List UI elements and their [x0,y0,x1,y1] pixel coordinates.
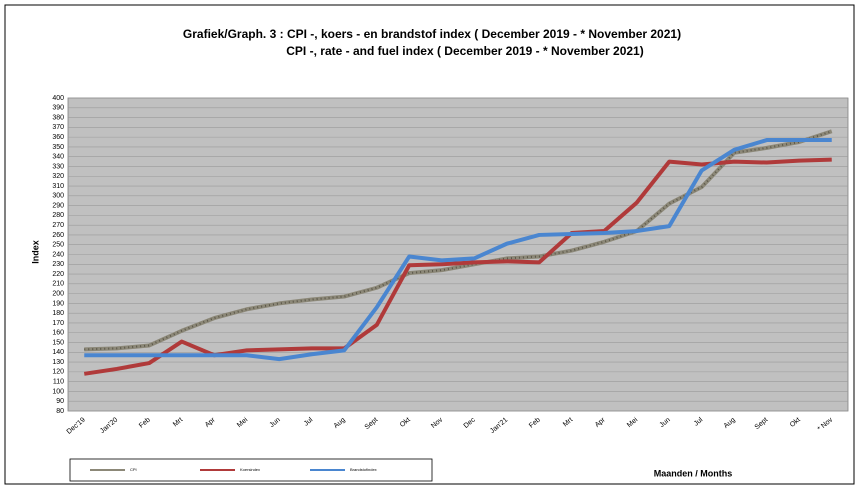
legend-label: Koersindex [240,467,260,472]
y-tick-label: 270 [52,222,64,229]
y-tick-label: 100 [52,388,64,395]
y-tick-label: 390 [52,105,64,112]
y-tick-label: 230 [52,261,64,268]
chart-subtitle: CPI -, rate - and fuel index ( December … [286,44,643,58]
y-tick-label: 210 [52,281,64,288]
y-tick-label: 400 [52,95,64,102]
chart-title: Grafiek/Graph. 3 : CPI -, koers - en bra… [183,27,681,41]
y-tick-label: 300 [52,193,64,200]
y-tick-label: 310 [52,183,64,190]
x-tick-label: Mrt [562,417,574,429]
y-tick-label: 120 [52,369,64,376]
y-tick-label: 360 [52,134,64,141]
y-tick-label: 180 [52,310,64,317]
legend-label: CPI [130,467,137,472]
y-tick-label: 330 [52,163,64,170]
y-tick-label: 320 [52,173,64,180]
y-tick-label: 340 [52,154,64,161]
y-tick-label: 90 [56,398,64,405]
series-texture [84,130,833,351]
y-tick-label: 380 [52,114,64,121]
y-tick-label: 290 [52,202,64,209]
y-tick-label: 130 [52,359,64,366]
y-tick-label: 150 [52,339,64,346]
x-axis-label: Maanden / Months [654,468,733,478]
y-tick-label: 140 [52,349,64,356]
legend-label: Brandstofindex [350,467,377,472]
y-tick-label: 80 [56,408,64,415]
y-tick-label: 240 [52,251,64,258]
y-axis-label: Index [30,240,40,264]
y-tick-label: 160 [52,330,64,337]
y-tick-label: 190 [52,300,64,307]
y-tick-label: 200 [52,290,64,297]
y-tick-label: 170 [52,320,64,327]
y-tick-label: 370 [52,124,64,131]
y-tick-label: 260 [52,232,64,239]
y-tick-label: 220 [52,271,64,278]
x-tick-label: Jul [693,416,705,427]
series-line [83,157,832,376]
y-tick-label: 250 [52,242,64,249]
x-tick-label: Jul [303,416,315,427]
legend-box [69,458,433,482]
y-tick-label: 350 [52,144,64,151]
y-tick-label: 110 [53,379,64,386]
series-line [84,138,832,362]
x-tick-label: Mrt [172,417,184,429]
y-tick-label: 280 [52,212,64,219]
